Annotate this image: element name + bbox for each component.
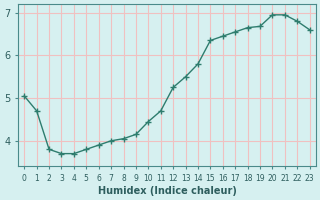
X-axis label: Humidex (Indice chaleur): Humidex (Indice chaleur) bbox=[98, 186, 236, 196]
